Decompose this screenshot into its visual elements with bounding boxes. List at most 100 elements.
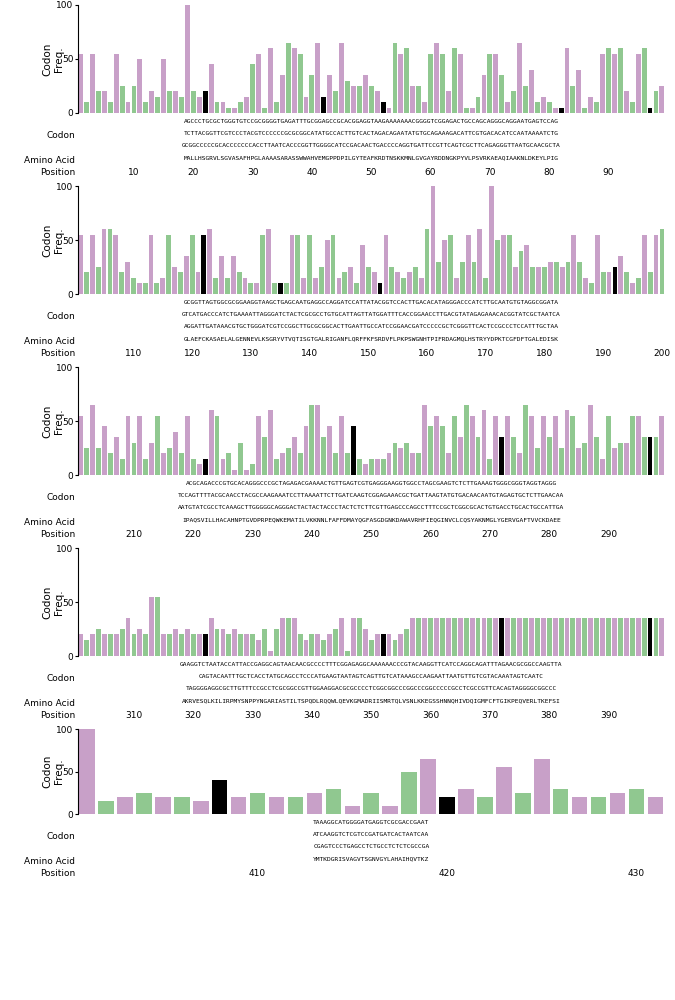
- Text: Codon: Codon: [46, 131, 75, 140]
- Text: Amino Acid: Amino Acid: [24, 337, 75, 346]
- Bar: [269, 797, 284, 814]
- Bar: [155, 97, 160, 113]
- Bar: [345, 81, 350, 113]
- Bar: [149, 443, 154, 475]
- Bar: [344, 806, 360, 814]
- Bar: [576, 618, 581, 656]
- Bar: [404, 629, 409, 656]
- Bar: [458, 789, 474, 814]
- Bar: [363, 793, 379, 814]
- Bar: [84, 272, 89, 294]
- Bar: [315, 43, 321, 113]
- Bar: [630, 618, 634, 656]
- Bar: [428, 54, 433, 113]
- Bar: [507, 235, 512, 294]
- Bar: [178, 272, 183, 294]
- Bar: [659, 86, 664, 113]
- Bar: [624, 618, 628, 656]
- Bar: [292, 618, 296, 656]
- Text: Codon: Codon: [46, 493, 75, 502]
- Text: 50: 50: [365, 168, 377, 177]
- Bar: [466, 235, 470, 294]
- Text: 420: 420: [439, 869, 456, 878]
- Bar: [422, 405, 427, 475]
- Bar: [642, 618, 647, 656]
- Bar: [363, 75, 368, 113]
- Bar: [215, 416, 219, 475]
- Bar: [254, 283, 259, 294]
- Text: 340: 340: [303, 711, 321, 720]
- Bar: [642, 437, 647, 475]
- Bar: [272, 283, 277, 294]
- Text: 250: 250: [362, 530, 380, 539]
- Bar: [440, 426, 445, 475]
- Bar: [458, 618, 462, 656]
- Bar: [363, 464, 368, 475]
- Bar: [383, 806, 398, 814]
- Bar: [542, 267, 547, 294]
- Bar: [337, 278, 342, 294]
- Bar: [304, 640, 308, 656]
- Bar: [301, 278, 306, 294]
- Bar: [280, 618, 285, 656]
- Bar: [339, 618, 344, 656]
- Bar: [191, 459, 196, 475]
- Bar: [262, 437, 267, 475]
- Bar: [413, 267, 418, 294]
- Bar: [280, 453, 285, 475]
- Bar: [325, 240, 329, 294]
- Bar: [155, 283, 159, 294]
- Text: TAAAGGCATGGGGATGAGGTCGCGACCGAAT: TAAAGGCATGGGGATGAGGTCGCGACCGAAT: [313, 820, 429, 825]
- Bar: [515, 793, 531, 814]
- Bar: [559, 618, 564, 656]
- Bar: [274, 459, 279, 475]
- Bar: [221, 459, 225, 475]
- Bar: [529, 416, 534, 475]
- Bar: [161, 278, 165, 294]
- Text: GLAEFCKASAELALGENNEVLKSGRYVTVQTISGTGALRIGANFLQRFFKFSRDVFLPKPSWGNHTPIFRDAGMQLHSTR: GLAEFCKASAELALGENNEVLKSGRYVTVQTISGTGALRI…: [184, 337, 559, 342]
- Bar: [351, 86, 356, 113]
- Bar: [143, 102, 148, 113]
- Text: 270: 270: [481, 530, 498, 539]
- Bar: [547, 437, 551, 475]
- Text: 160: 160: [418, 349, 435, 358]
- Bar: [119, 272, 124, 294]
- Bar: [354, 283, 359, 294]
- Bar: [244, 470, 249, 475]
- Bar: [369, 86, 374, 113]
- Bar: [306, 793, 322, 814]
- Bar: [202, 91, 208, 113]
- Bar: [628, 789, 644, 814]
- Bar: [232, 470, 237, 475]
- Y-axis label: Codon
Freq.: Codon Freq.: [43, 755, 64, 788]
- Bar: [119, 629, 125, 656]
- Bar: [167, 91, 172, 113]
- Bar: [342, 272, 347, 294]
- Bar: [607, 272, 612, 294]
- Bar: [517, 453, 522, 475]
- Bar: [487, 459, 492, 475]
- Bar: [209, 618, 213, 656]
- Bar: [624, 91, 628, 113]
- Bar: [212, 780, 227, 814]
- Bar: [377, 283, 383, 294]
- Bar: [381, 634, 385, 656]
- Bar: [193, 801, 209, 814]
- Bar: [155, 597, 160, 656]
- Bar: [166, 235, 171, 294]
- Bar: [114, 54, 119, 113]
- Bar: [577, 262, 582, 294]
- Bar: [280, 75, 285, 113]
- Bar: [197, 97, 202, 113]
- Text: GCGGTTAGTGGCGCGGAAGGTAAGCTGAGCAATGAGGCCAGGATCCATTATACGGTCCACTTGACACATAGGGACCCATC: GCGGTTAGTGGCGCGGAAGGTAAGCTGAGCAATGAGGCCA…: [184, 300, 559, 305]
- Bar: [161, 453, 166, 475]
- Bar: [472, 262, 477, 294]
- Bar: [185, 5, 190, 113]
- Bar: [155, 416, 160, 475]
- Bar: [225, 278, 230, 294]
- Bar: [421, 759, 436, 814]
- Bar: [572, 797, 587, 814]
- Bar: [511, 437, 516, 475]
- Text: 190: 190: [595, 349, 612, 358]
- Text: CAGTACAATTTGCTCACCTATGCAGCCTCCCATGAAGTAATAGTCAGTTGTCATAAAGCCAAGAATTAATGTTGTCGTAC: CAGTACAATTTGCTCACCTATGCAGCCTCCCATGAAGTAA…: [198, 674, 544, 679]
